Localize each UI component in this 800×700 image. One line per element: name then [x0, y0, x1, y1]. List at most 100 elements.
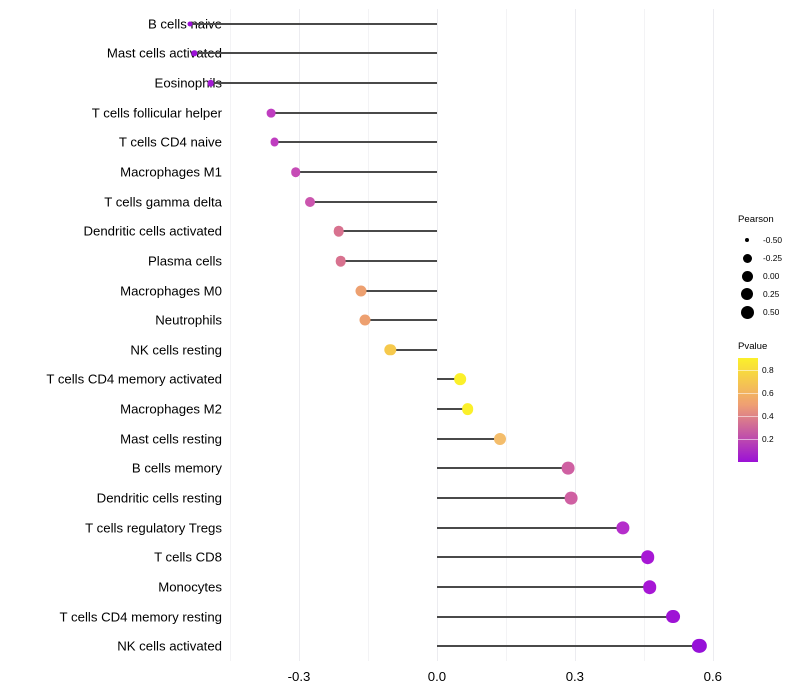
y-axis-label: NK cells activated [117, 638, 222, 654]
lollipop-stem [340, 259, 437, 262]
lollipop-point[interactable] [643, 580, 657, 594]
size-legend-title: Pearson [738, 214, 774, 225]
colorbar-tick [738, 392, 758, 394]
size-legend-label: 0.25 [763, 289, 780, 299]
lollipop-stem [436, 645, 700, 648]
lollipop-point[interactable] [616, 521, 630, 535]
size-legend-entry: 0.25 [736, 285, 800, 303]
y-axis-label: T cells gamma delta [104, 194, 222, 210]
lollipop-point[interactable] [561, 461, 575, 475]
size-legend-dot-icon [736, 238, 758, 242]
lollipop-stem [338, 230, 437, 233]
size-legend-entry: 0.00 [736, 267, 800, 285]
size-legend-label: 0.50 [763, 307, 780, 317]
gridline-major [298, 9, 300, 661]
y-axis-label: T cells regulatory Tregs [85, 520, 222, 536]
gridline-major [574, 9, 576, 661]
lollipop-stem [436, 378, 460, 381]
size-legend-label: 0.00 [763, 271, 780, 281]
y-axis-label: T cells CD4 naive [118, 134, 222, 150]
size-legend-entry: 0.50 [736, 303, 800, 321]
plot-panel [187, 9, 722, 661]
size-legend-entries: -0.50 -0.25 0.00 0.25 0.50 [736, 231, 800, 321]
y-axis-label: Macrophages M1 [120, 164, 222, 180]
y-axis-labels: B cells naive Mast cells activated Eosinop… [0, 9, 222, 661]
y-axis-label: T cells CD4 memory resting [59, 608, 222, 624]
lollipop-stem [190, 22, 437, 25]
colorbar-tick [738, 438, 758, 440]
x-axis: -0.3 0.0 0.3 0.6 [230, 661, 722, 691]
lollipop-stem [390, 348, 437, 351]
size-legend-label: -0.25 [763, 253, 783, 263]
y-axis-label: T cells CD8 [154, 549, 222, 565]
lollipop-point[interactable] [384, 344, 397, 356]
color-legend: Pvalue 0.8 0.6 0.4 0.2 [736, 341, 800, 462]
lollipop-point[interactable] [355, 285, 367, 297]
lollipop-point[interactable] [266, 108, 276, 118]
y-axis-label: NK cells resting [130, 342, 222, 358]
y-axis-label: Macrophages M0 [120, 282, 222, 298]
lollipop-point[interactable] [290, 167, 301, 177]
lollipop-stem [360, 289, 437, 292]
size-legend-entry: -0.25 [736, 249, 800, 267]
lollipop-stem [436, 408, 468, 411]
lollipop-point[interactable] [454, 373, 466, 386]
colorbar-tick-label: 0.4 [762, 410, 774, 421]
size-legend-dot-icon [736, 253, 758, 263]
lollipop-point[interactable] [187, 21, 193, 27]
colorbar-tick [738, 415, 758, 417]
lollipop-stem [436, 556, 648, 559]
color-legend-title: Pvalue [738, 341, 768, 352]
lollipop-point[interactable] [305, 196, 315, 207]
y-axis-label: T cells CD4 memory activated [46, 371, 222, 387]
colorbar-tick-label: 0.2 [762, 433, 774, 444]
lollipop-stem [194, 52, 437, 55]
lollipop-point[interactable] [359, 314, 371, 326]
y-axis-label: B cells naive [147, 16, 222, 32]
size-legend-dot-icon [736, 305, 758, 319]
colorbar-tick-label: 0.6 [762, 387, 774, 398]
lollipop-stem [274, 141, 437, 144]
colorbar-tick [738, 369, 758, 371]
size-legend-dot-icon [736, 288, 758, 300]
y-axis-label: Neutrophils [155, 312, 222, 328]
lollipop-point[interactable] [564, 491, 578, 505]
lollipop-stem [436, 437, 500, 440]
lollipop-point[interactable] [270, 137, 280, 147]
y-axis-label: B cells memory [131, 460, 222, 476]
lollipop-point[interactable] [493, 432, 506, 445]
lollipop-point[interactable] [207, 79, 214, 87]
y-axis-label: Dendritic cells resting [96, 490, 222, 506]
x-axis-tick-label: 0.3 [565, 669, 585, 684]
lollipop-point[interactable] [335, 255, 347, 267]
lollipop-stem [365, 319, 437, 322]
lollipop-stem [436, 585, 650, 588]
gridline-minor [643, 9, 645, 661]
colorbar-gradient [738, 358, 758, 462]
gridline-major [712, 9, 714, 661]
gridline-minor [230, 9, 231, 661]
y-axis-label: Eosinophils [154, 75, 222, 91]
lollipop-stem [210, 82, 437, 85]
lollipop-stem [271, 111, 437, 114]
lollipop-point[interactable] [333, 225, 344, 237]
size-legend-dot-icon [736, 270, 758, 282]
y-axis-label: Mast cells activated [106, 45, 222, 61]
lollipop-stem [310, 200, 437, 203]
y-axis-label: Dendritic cells activated [83, 223, 222, 239]
lollipop-point[interactable] [692, 639, 707, 654]
size-legend-label: -0.50 [763, 235, 783, 245]
lollipop-stem [436, 467, 568, 470]
size-legend-entry: -0.50 [736, 231, 800, 249]
colorbar-tick-label: 0.8 [762, 364, 774, 375]
size-legend: Pearson -0.50 -0.25 0.00 0.25 0.50 [736, 214, 800, 321]
gridline-major [436, 9, 438, 661]
x-axis-tick-label: 0.0 [427, 669, 447, 684]
lollipop-stem [436, 526, 624, 529]
lollipop-stem [436, 615, 673, 618]
lollipop-point[interactable] [191, 50, 197, 57]
lollipop-point[interactable] [665, 609, 680, 624]
lollipop-point[interactable] [640, 550, 655, 565]
y-axis-label: T cells follicular helper [91, 105, 222, 121]
lollipop-point[interactable] [461, 403, 474, 415]
